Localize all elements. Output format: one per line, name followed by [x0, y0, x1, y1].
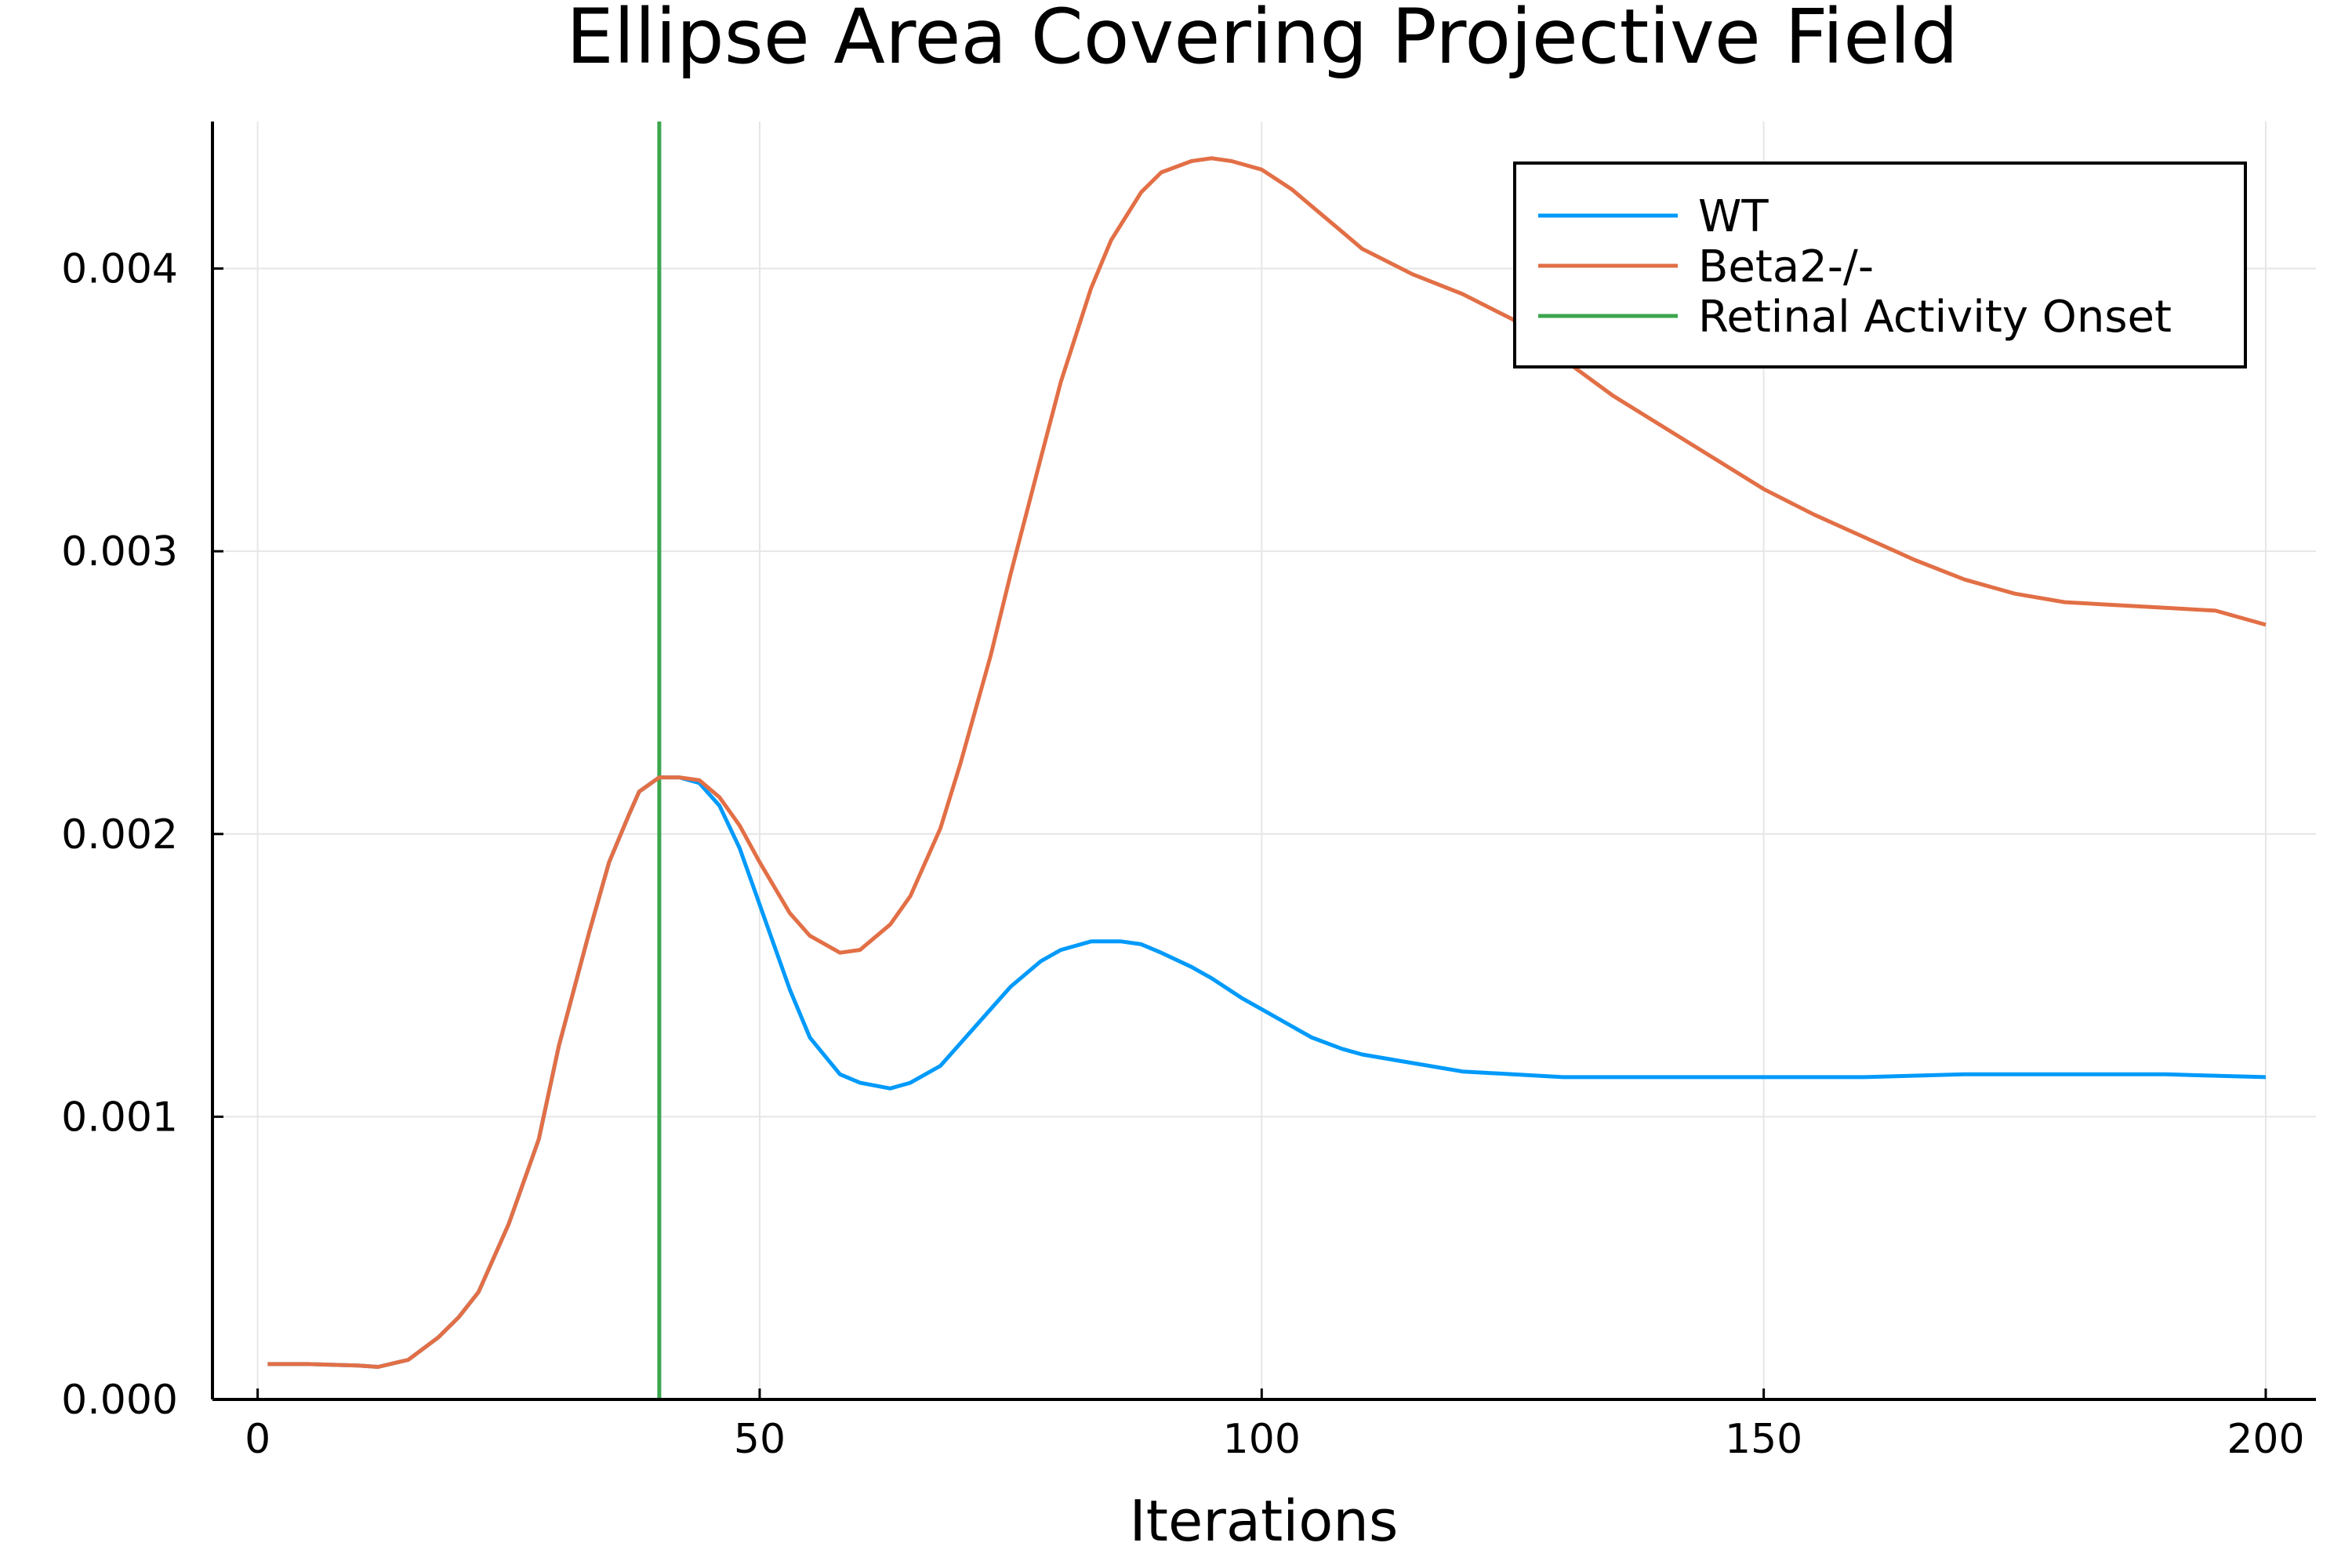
x-axis-label: Iterations: [1130, 1488, 1399, 1554]
x-tick-label: 200: [2227, 1416, 2304, 1463]
x-tick-label: 0: [245, 1416, 270, 1463]
legend-label-retinal-activity-onset: Retinal Activity Onset: [1698, 292, 2172, 343]
series-line-beta2: [267, 156, 2267, 1369]
data-series: [267, 122, 2267, 1399]
chart-title: Ellipse Area Covering Projective Field: [566, 0, 1958, 81]
y-tick-label: 0.003: [61, 528, 178, 575]
axes: [211, 122, 2316, 1401]
y-tick-label: 0.004: [61, 246, 178, 293]
y-tick-label: 0.001: [61, 1094, 178, 1141]
tick-labels: 0 50 100 150 200 0.000 0.001 0.002 0.003 0.004: [61, 246, 2304, 1463]
y-tick-label: 0.002: [61, 811, 178, 858]
x-tick-label: 150: [1725, 1416, 1802, 1463]
y-tick-label: 0.000: [61, 1377, 178, 1424]
legend-label-beta2: Beta2-/-: [1698, 241, 1874, 292]
x-tick-label: 50: [734, 1416, 786, 1463]
legend-label-wt: WT: [1698, 191, 1769, 242]
x-tick-label: 100: [1223, 1416, 1301, 1463]
